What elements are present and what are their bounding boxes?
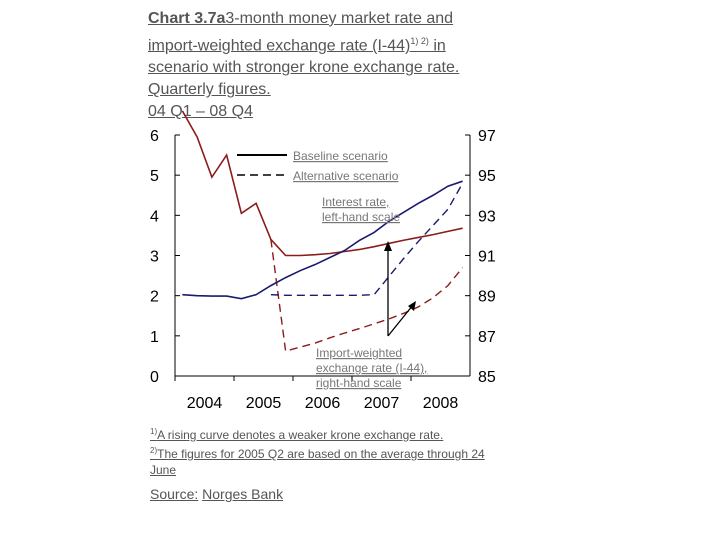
left-tick-label: 1 [150, 329, 159, 346]
right-tick-label: 91 [478, 249, 496, 266]
title-footnote-marks: 1) 2) [410, 36, 429, 46]
left-tick-label: 5 [150, 168, 159, 185]
series-line-right-dashed [270, 182, 464, 296]
x-tick-label: 2007 [364, 395, 400, 412]
annotation-exchange-line1: Import-weighted [316, 346, 402, 360]
footnote-2-text: The figures for 2005 Q2 are based on the… [150, 447, 485, 477]
left-tick-label: 0 [150, 369, 159, 386]
source-line: Source: Norges Bank [150, 486, 283, 502]
series-line-left-solid [181, 110, 463, 257]
right-tick-label: 87 [478, 329, 496, 346]
x-tick-label: 2004 [187, 395, 223, 412]
right-tick-label: 93 [478, 208, 496, 225]
annotation-exchange-arrow [387, 304, 414, 337]
legend-label-alternative: Alternative scenario [293, 169, 399, 183]
right-tick-label: 89 [478, 289, 496, 306]
left-tick-label: 2 [150, 289, 159, 306]
annotation-exchange-line2: exchange rate (I-44), [316, 361, 427, 375]
title-line2: import-weighted exchange rate (I-44) [148, 37, 411, 55]
left-tick-label: 4 [150, 208, 159, 225]
title-line3: scenario with stronger krone exchange ra… [148, 59, 460, 77]
x-tick-label: 2006 [305, 395, 341, 412]
annotation-exchange-arrowhead [408, 301, 416, 311]
right-tick-label: 95 [478, 168, 496, 185]
footnote-2-mark: 2) [150, 446, 158, 455]
right-tick-label: 85 [478, 369, 496, 386]
x-tick-label: 2008 [423, 395, 459, 412]
source-name: Norges Bank [202, 486, 284, 502]
chart-title: Chart 3.7a3-month money market rate and … [148, 8, 518, 123]
series-line-right-solid [182, 180, 463, 300]
annotation-interest-line2: left-hand scale [322, 210, 400, 224]
title-line5: 04 Q1 – 08 Q4 [148, 103, 253, 121]
chart-number: Chart 3.7a [148, 10, 226, 27]
left-tick-label: 6 [150, 128, 159, 145]
annotation-interest-arrowhead [384, 241, 392, 251]
series-line-left-dashed [270, 239, 464, 352]
right-tick-label: 97 [478, 128, 496, 145]
footnotes: 1)A rising curve denotes a weaker krone … [150, 424, 510, 478]
title-line4: Quarterly figures. [148, 81, 271, 99]
source-label: Source: [150, 486, 199, 502]
left-tick-label: 3 [150, 249, 159, 266]
x-tick-label: 2005 [246, 395, 282, 412]
annotation-exchange-line3: right-hand scale [316, 376, 402, 390]
title-line2-end: in [428, 37, 446, 55]
title-line1: 3-month money market rate and [225, 10, 454, 27]
annotation-interest-line1: Interest rate, [322, 195, 389, 209]
footnote-1-text: A rising curve denotes a weaker krone ex… [157, 428, 444, 442]
legend-label-baseline: Baseline scenario [293, 149, 388, 163]
footnote-1-mark: 1) [150, 427, 158, 436]
